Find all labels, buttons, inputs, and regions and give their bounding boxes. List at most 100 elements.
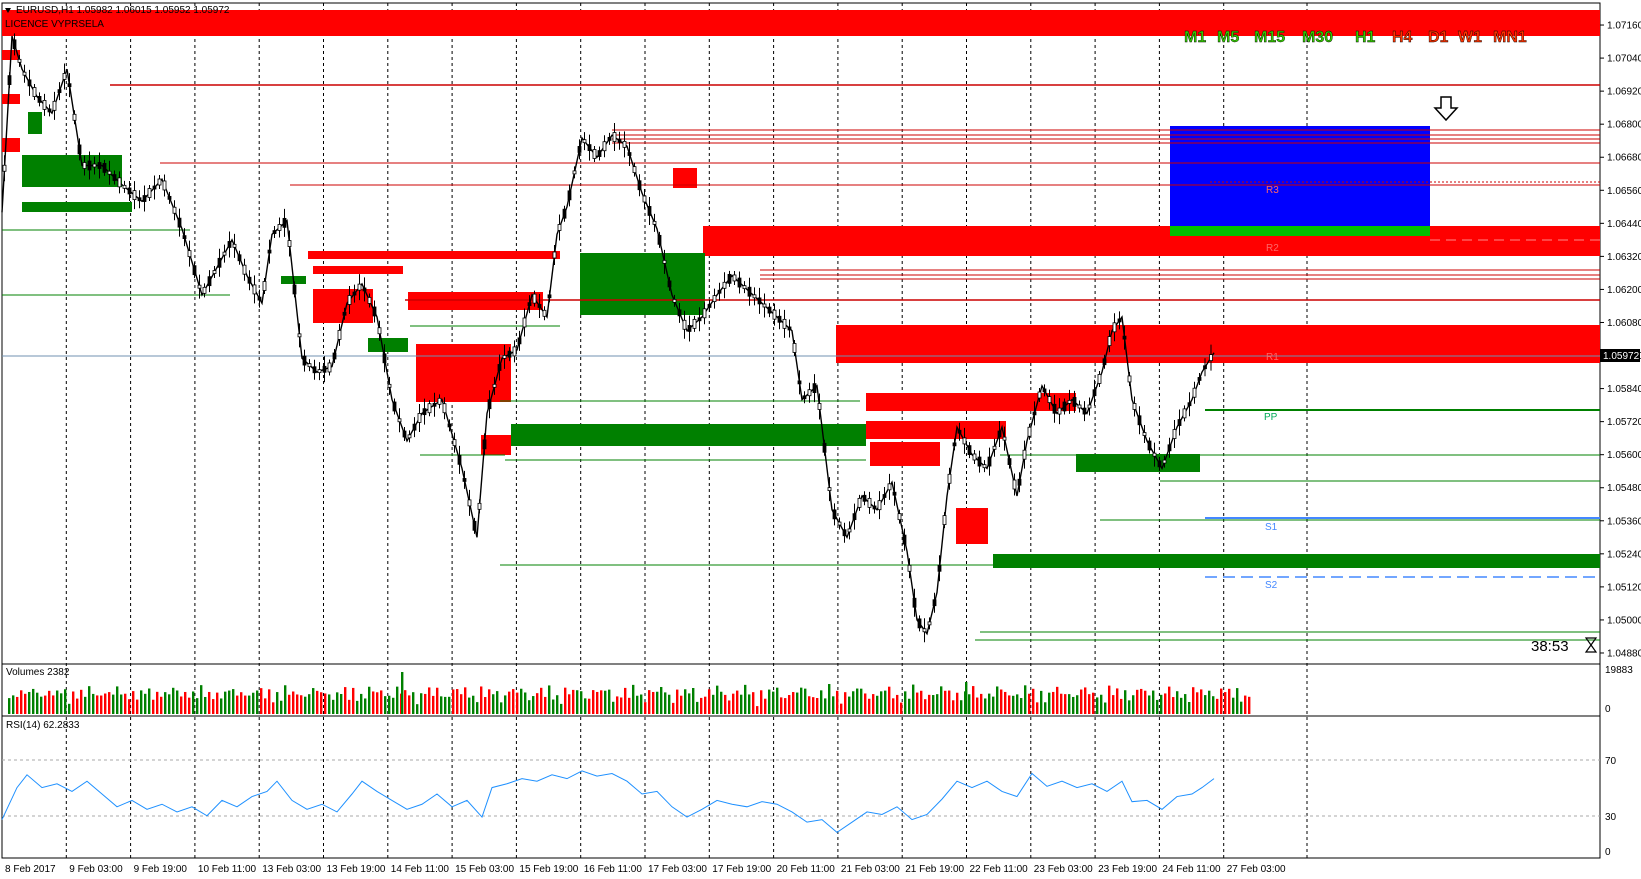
volumes-max: 19883 — [1605, 665, 1633, 676]
timeframe-button-h1[interactable]: H1 — [1355, 29, 1376, 46]
rsi-label: RSI(14) 62.2833 — [6, 720, 80, 731]
volume-bar — [280, 700, 283, 714]
candle-body — [852, 513, 857, 521]
volume-bar — [968, 694, 971, 714]
volume-bar — [528, 700, 531, 714]
timeframe-button-d1[interactable]: D1 — [1428, 29, 1449, 46]
timeframe-button-w1[interactable]: W1 — [1458, 29, 1483, 46]
pivot-r2-label: R2 — [1266, 243, 1279, 254]
candle-body — [407, 434, 412, 439]
volume-bar — [620, 697, 623, 714]
volume-bar — [204, 696, 207, 714]
volume-bar — [1104, 702, 1107, 714]
candle-body — [367, 297, 372, 304]
volume-bar — [608, 689, 611, 714]
candle-body — [262, 281, 267, 291]
candle-body — [742, 285, 747, 290]
timeframe-button-h4[interactable]: H4 — [1392, 29, 1413, 46]
volume-bar — [240, 692, 243, 714]
pivot-pp-label: PP — [1264, 412, 1278, 423]
candle-body — [1192, 387, 1197, 398]
candle-body — [672, 299, 677, 303]
price-tick-label: 1.05120 — [1607, 582, 1641, 593]
volume-bar — [748, 694, 751, 714]
candle-body — [837, 521, 842, 526]
current-price: 1.05972 — [1603, 351, 1640, 362]
volume-bar — [672, 702, 675, 714]
candle-body — [152, 185, 157, 190]
timeframe-button-m15[interactable]: M15 — [1254, 29, 1286, 46]
timeframe-bar: M1 M5 M15 M30 H1 H4 D1 W1 MN1 — [1184, 29, 1527, 46]
candle-body — [412, 423, 417, 431]
candle-body — [272, 230, 277, 234]
dropdown-triangle-icon[interactable] — [5, 8, 11, 13]
volume-bar — [840, 703, 843, 714]
volume-bar — [812, 697, 815, 714]
candle-body — [127, 187, 132, 195]
supply-zone — [313, 266, 403, 274]
volume-bar — [844, 692, 847, 714]
volume-bar — [76, 698, 79, 714]
time-tick-label: 15 Feb 19:00 — [519, 864, 578, 875]
volume-bar — [28, 691, 31, 714]
price-tick-label: 1.06200 — [1607, 285, 1641, 296]
candle-body — [597, 150, 602, 157]
timeframe-button-m5[interactable]: M5 — [1217, 29, 1240, 46]
candle-body — [602, 141, 607, 152]
time-tick-label: 14 Feb 11:00 — [391, 864, 450, 875]
volume-bar — [472, 695, 475, 714]
candle-body — [957, 429, 962, 434]
candle-body — [942, 515, 947, 525]
timeframe-button-m1[interactable]: M1 — [1184, 29, 1207, 46]
volume-bar — [688, 693, 691, 714]
volume-bar — [1088, 694, 1091, 714]
timeframe-button-mn1[interactable]: MN1 — [1493, 29, 1527, 46]
volume-bar — [48, 690, 51, 714]
candle-body — [857, 497, 862, 508]
candle-body — [622, 140, 627, 148]
volume-bar — [1072, 696, 1075, 714]
candle-body — [642, 195, 647, 203]
candle-body — [802, 395, 807, 400]
candle-body — [1052, 403, 1057, 414]
volume-bar — [124, 693, 127, 714]
volume-bar — [428, 687, 431, 714]
volume-bar — [380, 690, 383, 714]
candle-body — [997, 430, 1002, 438]
price-tick-label: 1.06680 — [1607, 153, 1641, 164]
volume-bar — [612, 701, 615, 714]
candle-body — [437, 397, 442, 405]
candle-body — [582, 139, 587, 144]
volume-bar — [1240, 701, 1243, 714]
volume-bar — [276, 692, 279, 714]
timeframe-button-m30[interactable]: M30 — [1302, 29, 1334, 46]
candle-body — [792, 343, 797, 353]
volume-bar — [364, 698, 367, 714]
candle-body — [617, 138, 622, 143]
volume-bar — [8, 698, 11, 714]
volume-bar — [776, 687, 779, 714]
volume-bar — [1124, 690, 1127, 714]
candle-body — [312, 366, 317, 374]
candle-body — [222, 251, 227, 256]
volume-bar — [192, 691, 195, 714]
candle-body — [867, 497, 872, 508]
rsi-level-70-label: 70 — [1605, 756, 1617, 767]
volume-bar — [228, 690, 231, 714]
candle-body — [507, 350, 512, 358]
volume-bar — [344, 687, 347, 714]
candle-body — [1077, 404, 1082, 409]
candle-body — [1022, 449, 1027, 460]
volume-bar — [264, 698, 267, 714]
supply-zone — [1182, 335, 1600, 345]
candle-body — [1162, 459, 1167, 464]
candle-body — [777, 315, 782, 323]
candle-body — [1209, 354, 1213, 361]
candle-body — [392, 401, 397, 412]
candle-body — [527, 302, 532, 307]
volume-bar — [856, 688, 859, 714]
candle-body — [142, 195, 147, 202]
candle-body — [192, 265, 197, 276]
demand-zone — [580, 253, 705, 315]
candle-body — [807, 389, 812, 397]
